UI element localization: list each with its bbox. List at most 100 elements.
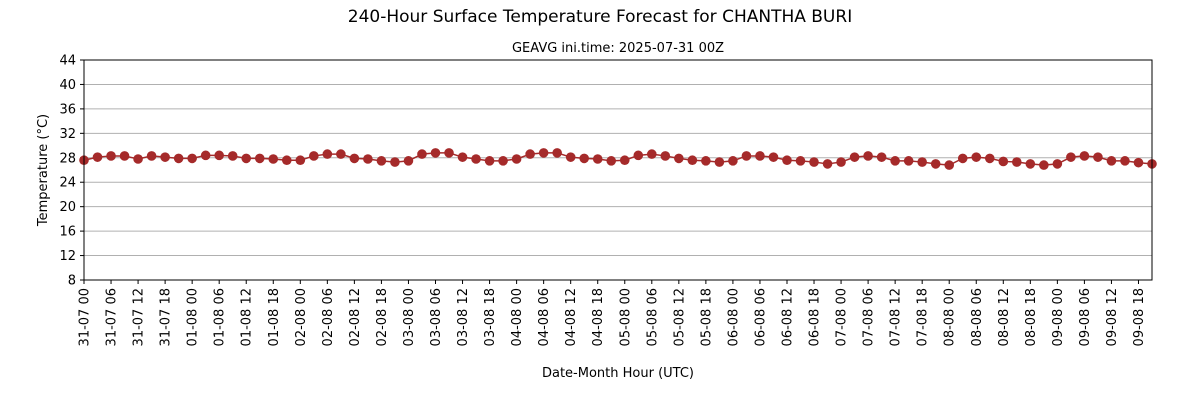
data-point xyxy=(538,148,549,158)
data-point xyxy=(741,151,752,161)
x-tick-label: 09-08 06 xyxy=(1078,288,1093,346)
x-tick-label: 07-08 18 xyxy=(916,288,931,346)
data-point xyxy=(498,156,508,166)
data-point xyxy=(295,155,306,166)
x-axis-ticks: 31-07 00 31-07 06 31-07 12 31-07 18 01-08 00… xyxy=(78,280,1147,346)
plot-frame xyxy=(83,59,1153,281)
data-point xyxy=(863,151,873,161)
y-tick-label: 24 xyxy=(59,176,76,191)
x-tick-label: 05-08 06 xyxy=(645,288,660,346)
data-point xyxy=(930,159,941,169)
data-point xyxy=(281,155,292,166)
data-point xyxy=(1066,152,1076,162)
data-point xyxy=(336,149,346,159)
x-tick-label: 31-07 00 xyxy=(78,288,93,346)
y-tick-label: 44 xyxy=(59,54,76,69)
data-point xyxy=(633,150,644,161)
data-point xyxy=(254,153,265,164)
x-tick-label: 01-08 06 xyxy=(213,288,228,346)
x-tick-label: 05-08 18 xyxy=(699,288,714,346)
x-tick-label: 06-08 06 xyxy=(753,288,768,346)
data-point xyxy=(579,153,590,164)
x-tick-label: 09-08 00 xyxy=(1051,288,1066,346)
y-axis-ticks: 8 12 16 20 24 28 32 36 40 44 xyxy=(59,54,84,289)
x-tick-label: 07-08 00 xyxy=(835,288,850,346)
gridlines xyxy=(84,83,1152,257)
data-point xyxy=(403,156,414,166)
data-point xyxy=(430,148,441,158)
y-tick-label: 28 xyxy=(59,151,76,166)
data-point xyxy=(363,154,373,164)
y-tick-label: 12 xyxy=(59,249,76,264)
data-point xyxy=(782,155,792,166)
data-point xyxy=(565,152,576,162)
y-tick-label: 40 xyxy=(59,78,76,93)
chart-title: 240-Hour Surface Temperature Forecast fo… xyxy=(348,7,852,27)
y-tick-label: 32 xyxy=(59,127,76,142)
data-point xyxy=(998,156,1009,167)
data-point xyxy=(511,154,522,164)
data-point xyxy=(484,156,495,166)
data-point xyxy=(200,150,211,161)
data-point xyxy=(876,152,887,162)
data-point xyxy=(133,154,143,164)
x-tick-label: 01-08 18 xyxy=(267,288,282,346)
data-point xyxy=(457,152,468,162)
y-tick-label: 8 xyxy=(68,274,76,289)
data-point xyxy=(755,151,765,161)
x-tick-label: 03-08 12 xyxy=(456,288,471,346)
x-tick-label: 04-08 06 xyxy=(537,288,552,346)
data-point xyxy=(619,155,630,166)
data-point xyxy=(146,151,157,161)
data-point xyxy=(1079,151,1090,161)
data-point xyxy=(795,156,806,166)
x-tick-label: 08-08 12 xyxy=(997,288,1012,346)
data-point xyxy=(309,151,319,161)
x-tick-label: 02-08 12 xyxy=(348,288,363,346)
x-tick-label: 03-08 18 xyxy=(483,288,498,346)
x-tick-label: 04-08 00 xyxy=(510,288,525,346)
y-tick-label: 20 xyxy=(59,200,76,215)
data-point xyxy=(944,160,955,170)
data-point xyxy=(822,159,833,169)
data-point xyxy=(390,157,400,167)
data-point xyxy=(1039,160,1049,170)
x-tick-label: 04-08 12 xyxy=(564,288,579,346)
data-point xyxy=(322,149,333,159)
data-point xyxy=(160,152,170,162)
data-point xyxy=(768,152,779,162)
data-point xyxy=(592,154,603,164)
x-axis-label: Date-Month Hour (UTC) xyxy=(542,366,694,381)
x-tick-label: 02-08 06 xyxy=(321,288,336,346)
data-point xyxy=(349,153,360,164)
x-tick-label: 31-07 12 xyxy=(132,288,147,346)
data-point xyxy=(187,153,197,164)
data-point xyxy=(984,153,995,164)
x-tick-label: 31-07 06 xyxy=(105,288,120,346)
data-point xyxy=(903,156,914,166)
data-point xyxy=(660,151,671,161)
data-point xyxy=(227,151,238,161)
x-tick-label: 07-08 06 xyxy=(862,288,877,346)
series-layer xyxy=(79,148,1157,170)
data-point xyxy=(957,153,968,164)
data-point xyxy=(552,148,562,158)
x-tick-label: 07-08 12 xyxy=(889,288,904,346)
data-point xyxy=(1106,156,1117,166)
data-point xyxy=(214,150,224,161)
data-point xyxy=(1093,152,1103,162)
data-point xyxy=(890,156,900,166)
data-point xyxy=(417,149,427,159)
data-point xyxy=(728,156,738,166)
data-point xyxy=(971,152,982,162)
x-tick-label: 02-08 18 xyxy=(375,288,390,346)
x-tick-label: 05-08 00 xyxy=(618,288,633,346)
x-tick-label: 08-08 00 xyxy=(943,288,958,346)
data-point xyxy=(714,157,725,167)
x-tick-label: 08-08 06 xyxy=(970,288,985,346)
data-point xyxy=(1133,157,1144,168)
data-point xyxy=(687,155,698,166)
x-tick-label: 06-08 18 xyxy=(808,288,823,346)
